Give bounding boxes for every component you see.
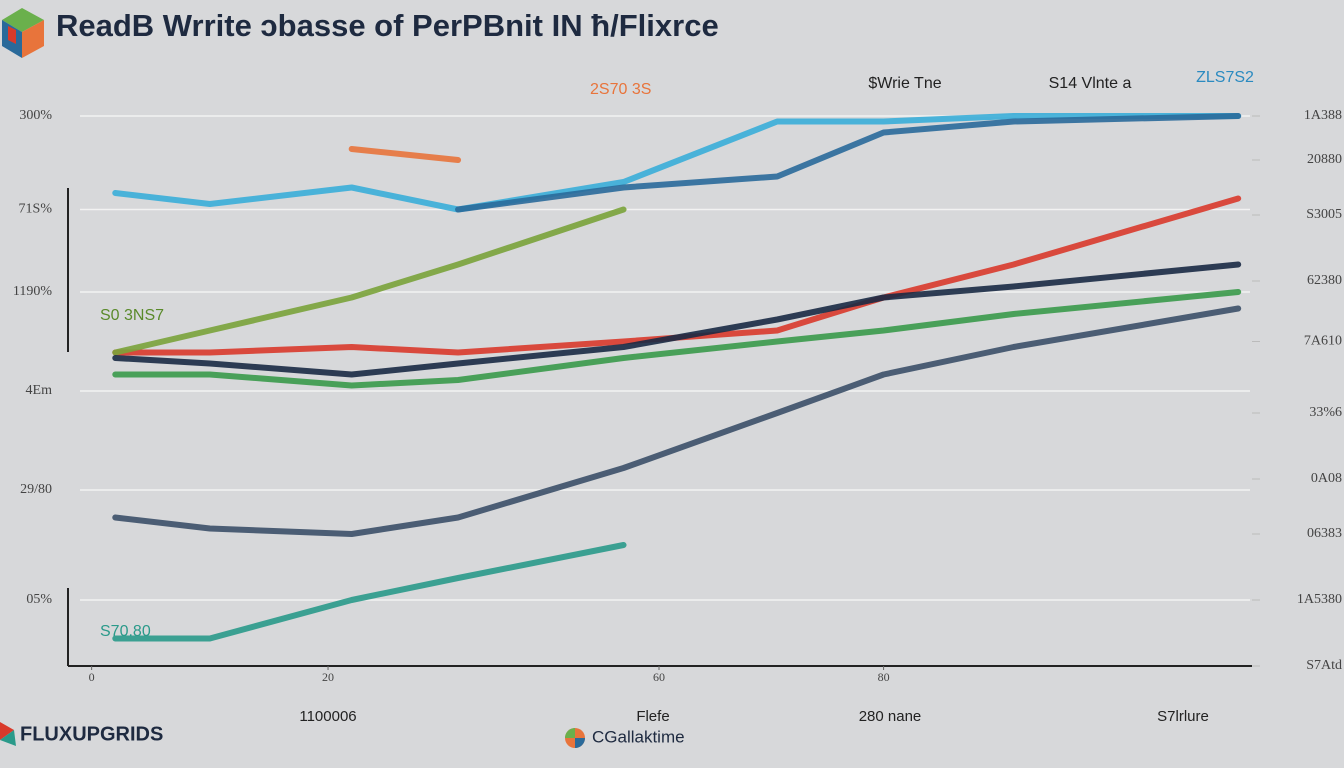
- footer-label: 280 nane: [859, 708, 922, 725]
- annotation: S70.80: [100, 623, 151, 640]
- annotation: $Wrie Tne: [868, 75, 941, 92]
- y2-tick-label: 33%6: [1309, 405, 1342, 420]
- y2-tick-label: S3005: [1306, 207, 1342, 222]
- annotation: ZLS7S2: [1196, 69, 1254, 86]
- bottom-logo: [0, 722, 585, 748]
- y2-tick-label: 06383: [1307, 526, 1342, 541]
- series-line: [112, 542, 627, 642]
- y2-tick-label: 1A5380: [1297, 592, 1342, 607]
- x-tick-label: 80: [878, 670, 890, 684]
- chart-title: ReadB Wrrite ɔbasse of PerPBnit IN ħ/Fli…: [56, 8, 719, 43]
- annotation: S14 Vlnte a: [1049, 75, 1132, 92]
- y-tick-label: 4Em: [26, 383, 53, 398]
- x-tick-label: 0: [89, 670, 95, 684]
- y-tick-label: 71S%: [19, 202, 53, 217]
- y2-tick-label: 1A388: [1304, 108, 1342, 123]
- x-tick-label: 60: [653, 670, 665, 684]
- series-line: [112, 113, 1242, 213]
- annotation: 2S70 3S: [590, 81, 651, 98]
- footer-label: Flefe: [636, 708, 669, 725]
- top-logo: [2, 8, 44, 58]
- series-line: [112, 195, 1242, 356]
- series-line: [112, 305, 1242, 537]
- footer-label: S7lrlure: [1157, 708, 1209, 725]
- logo-text: CGallaktime: [592, 727, 685, 746]
- footer-label: 1100006: [299, 708, 356, 725]
- y-tick-label: 05%: [26, 592, 52, 607]
- series-line: [112, 206, 627, 356]
- y-tick-label: 300%: [19, 108, 52, 123]
- y2-tick-label: 0A08: [1311, 471, 1342, 486]
- logo-text: FLUXUPGRIDS: [20, 723, 163, 745]
- y2-tick-label: 7A610: [1304, 334, 1342, 349]
- series-line: [112, 261, 1242, 378]
- annotation: S0 3NS7: [100, 307, 164, 324]
- y2-tick-label: 20880: [1307, 152, 1342, 167]
- series-line: [348, 146, 462, 163]
- y-tick-label: 1190%: [13, 284, 52, 299]
- y2-tick-label: 62380: [1307, 273, 1342, 288]
- series-line: [455, 113, 1242, 213]
- series-line: [112, 289, 1242, 389]
- y-tick-label: 29/80: [20, 482, 52, 497]
- y2-tick-label: S7Atd: [1306, 658, 1342, 673]
- x-tick-label: 20: [322, 670, 334, 684]
